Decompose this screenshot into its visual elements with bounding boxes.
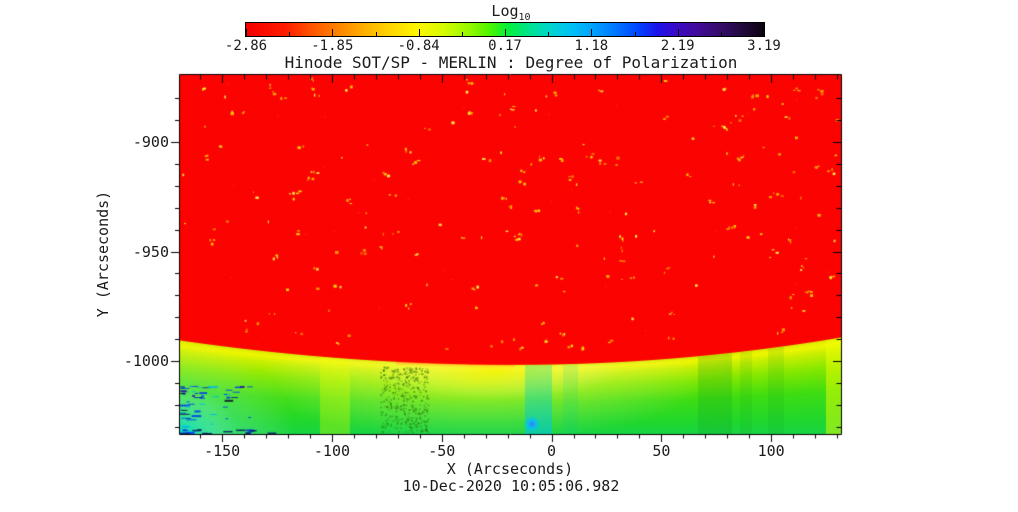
y-tick-label: -1000 xyxy=(123,352,169,371)
x-tick-label: -100 xyxy=(313,442,351,460)
colorbar-major-tick xyxy=(678,29,679,36)
colorbar-minor-tick xyxy=(376,32,377,36)
colorbar-major-tick xyxy=(505,29,506,36)
colorbar-tick-label: 0.17 xyxy=(488,38,522,54)
colorbar-tick-label: 1.18 xyxy=(574,38,609,54)
colorbar-tick-label: 3.19 xyxy=(747,38,781,54)
colorbar-title-subscript: 10 xyxy=(518,12,531,23)
colorbar-minor-tick xyxy=(289,32,290,36)
colorbar-minor-tick xyxy=(462,32,463,36)
x-tick-label: 0 xyxy=(547,442,557,460)
colorbar-tick-label: -1.85 xyxy=(311,38,354,54)
y-tick-label: -950 xyxy=(132,242,169,261)
colorbar-major-tick xyxy=(419,29,420,36)
timestamp: 10-Dec-2020 10:05:06.982 xyxy=(402,477,620,495)
x-tick-label: 50 xyxy=(652,442,671,460)
x-tick-label: 100 xyxy=(757,442,785,460)
colorbar-tick-label: -0.84 xyxy=(397,38,440,54)
colorbar-title-main: Log xyxy=(491,2,519,20)
colorbar-major-tick xyxy=(591,29,592,36)
colorbar-minor-tick xyxy=(635,32,636,36)
y-tick-label: -900 xyxy=(132,132,169,151)
colorbar xyxy=(245,22,765,37)
colorbar-major-tick xyxy=(246,29,247,36)
colorbar-major-tick xyxy=(332,29,333,36)
colorbar-title: Log10 xyxy=(491,2,530,23)
colorbar-minor-tick xyxy=(548,32,549,36)
colorbar-tick-label: -2.86 xyxy=(224,38,268,54)
x-tick-label: -50 xyxy=(428,442,456,460)
colorbar-tick-label: 2.19 xyxy=(660,38,695,54)
colorbar-major-tick xyxy=(762,29,763,36)
x-tick-label: -150 xyxy=(204,442,241,460)
colorbar-minor-tick xyxy=(721,32,722,36)
x-axis-title: X (Arcseconds) xyxy=(446,460,574,478)
chart-title: Hinode SOT/SP - MERLIN : Degree of Polar… xyxy=(284,53,738,72)
